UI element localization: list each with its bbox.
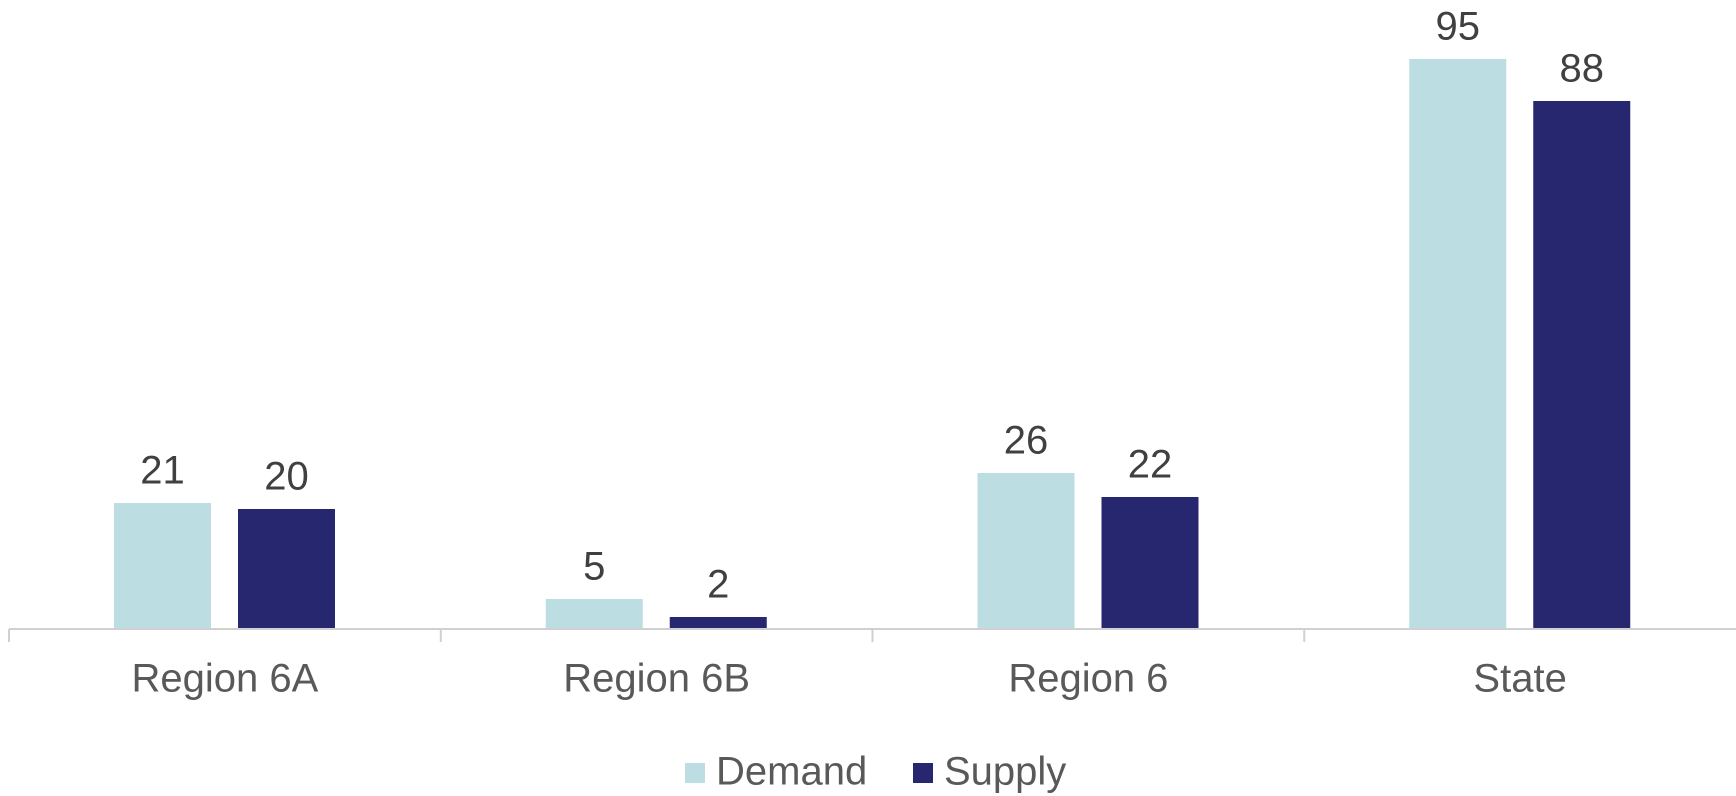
- legend-swatch: [913, 763, 933, 783]
- data-label: 26: [1004, 419, 1049, 463]
- bar: [114, 503, 211, 629]
- legend-swatch: [685, 763, 705, 783]
- bar: [1533, 101, 1631, 629]
- legend-label: Demand: [716, 750, 867, 794]
- bar: [1409, 59, 1507, 629]
- legend-label: Supply: [944, 750, 1066, 794]
- bar: [977, 473, 1075, 629]
- data-label: 5: [583, 545, 605, 589]
- data-label: 2: [707, 563, 729, 607]
- bar: [1101, 497, 1199, 629]
- data-label: 95: [1436, 5, 1481, 49]
- data-label: 88: [1560, 47, 1605, 91]
- bar: [238, 509, 335, 629]
- x-tick-label: State: [1473, 657, 1566, 701]
- data-label: 21: [140, 449, 185, 493]
- bar: [669, 617, 767, 629]
- data-label: 20: [264, 455, 309, 499]
- data-label: 22: [1128, 443, 1173, 487]
- bar: [545, 599, 643, 629]
- x-tick-label: Region 6A: [131, 657, 318, 701]
- x-tick-label: Region 6: [1008, 657, 1168, 701]
- x-tick-label: Region 6B: [563, 657, 750, 701]
